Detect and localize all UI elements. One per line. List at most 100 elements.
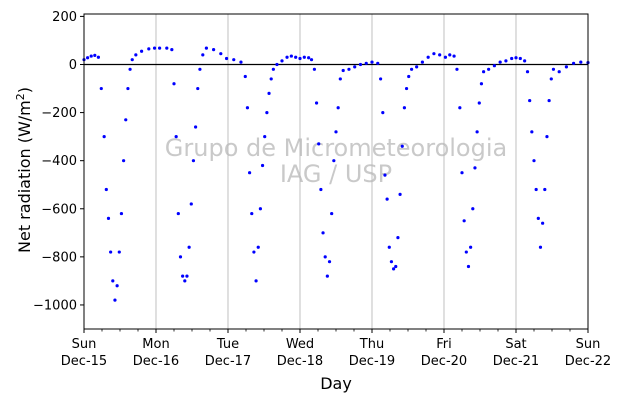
data-point [415,65,419,69]
data-point [473,166,477,170]
data-point [370,60,374,64]
data-point [93,53,97,57]
data-point [530,130,534,134]
data-point [271,67,275,71]
data-point [475,130,479,134]
data-point [258,207,262,211]
data-point [307,56,311,60]
grid-lines [155,14,517,329]
x-tick-weekday-label: Sat [505,337,526,352]
data-point [285,55,289,59]
x-tick-date-label: Dec-16 [133,354,179,369]
data-point [545,135,549,139]
data-point [538,245,543,249]
data-point [323,255,327,259]
y-tick-label: 0 [69,58,77,73]
data-point [119,211,124,216]
data-point [514,56,518,60]
data-point [452,54,456,58]
data-point [309,58,314,62]
data-point [128,67,132,71]
data-point [407,74,411,79]
data-point [185,274,189,278]
data-point [96,55,100,59]
data-point [358,62,363,67]
data-point [404,86,409,91]
data-point [455,67,459,71]
data-point [194,125,198,129]
data-point [564,65,569,69]
data-point [174,135,178,139]
data-point [364,61,368,65]
data-point [557,70,561,74]
data-point [448,53,452,57]
data-point [551,67,556,71]
data-point [275,62,279,67]
data-point [165,46,169,50]
data-point [189,202,193,206]
x-tick-date-label: Dec-17 [205,354,251,369]
data-point [464,250,468,254]
data-point [332,159,336,163]
data-point [426,55,430,59]
x-tick-weekday-label: Fri [436,337,452,352]
data-point [265,110,269,115]
x-tick-date-label: Dec-20 [421,354,467,369]
data-point [460,171,464,175]
data-point [572,61,576,65]
data-point [525,70,530,74]
data-point [140,49,144,53]
y-tick-label: −400 [41,154,77,169]
data-point [256,245,260,249]
data-point [396,236,400,240]
data-point [376,61,380,65]
x-axis: Sun Dec-15 Mon Dec-16 Tue Dec-17 Wed Dec-18 Thu D… [61,329,611,369]
data-point [479,82,484,86]
data-point [541,221,545,225]
y-axis-title: Net radiation (W/m2) [14,87,35,253]
data-point [334,130,338,134]
data-point [487,67,491,71]
data-point [312,67,316,71]
data-point [104,187,108,192]
data-point [543,187,547,192]
data-point [191,159,196,163]
x-tick-weekday-label: Mon [142,337,169,352]
data-point [260,163,265,168]
x-tick-weekday-label: Wed [286,337,314,352]
data-point [113,298,117,302]
data-point [387,245,391,249]
data-point [466,264,471,269]
x-tick-weekday-label: Thu [359,337,384,352]
watermark-line-1: Grupo de Micrometeorologia [165,134,507,162]
data-point [219,52,223,56]
data-point [117,250,121,254]
data-point [325,274,329,278]
data-point [319,187,323,192]
data-point [181,274,185,278]
data-point [109,250,113,254]
x-tick-date-label: Dec-19 [349,354,395,369]
data-point [201,53,205,57]
x-axis-title: Day [320,374,352,393]
x-tick-date-label: Dec-18 [277,354,323,369]
data-points [82,46,590,302]
y-axis: 200 0 −200 −400 −600 −800 −1000 [33,10,84,313]
data-point [243,74,247,79]
data-point [410,67,414,71]
y-tick-label: −800 [41,250,77,265]
data-point [232,58,236,62]
x-tick-weekday-label: Tue [216,337,239,352]
data-point [147,47,151,51]
data-point [471,207,475,211]
data-point [336,106,340,110]
data-point [402,106,406,110]
data-point [178,255,183,259]
data-point [187,245,191,249]
data-point [547,98,551,103]
data-point [482,70,486,74]
data-point [398,192,402,196]
data-point [89,54,93,58]
data-point [532,159,536,163]
